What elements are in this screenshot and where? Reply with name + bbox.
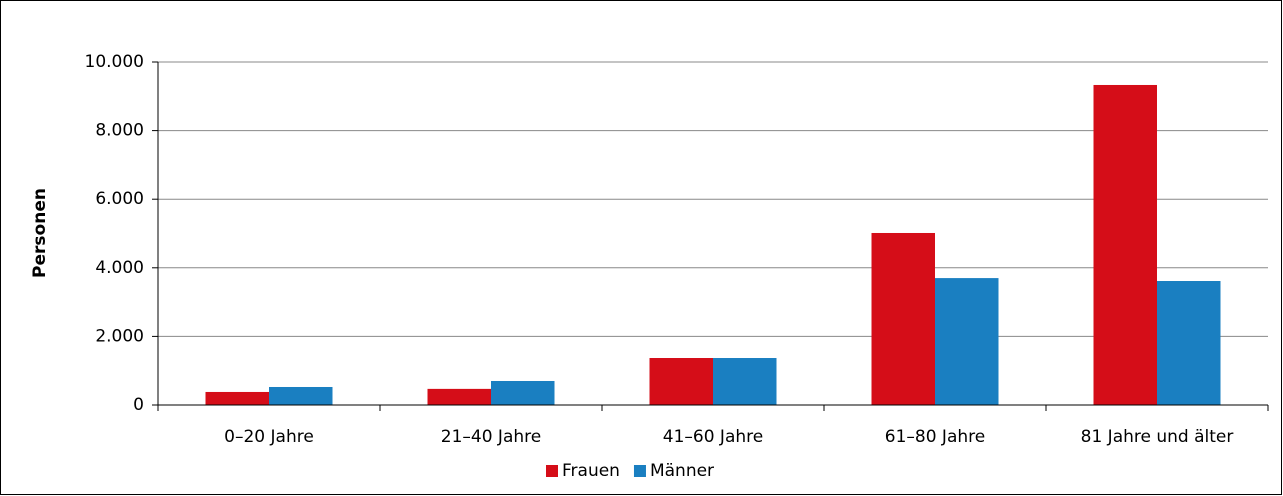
x-tick-label: 0–20 Jahre <box>224 427 314 447</box>
bar <box>713 358 777 405</box>
y-tick-label: 6.000 <box>95 189 144 209</box>
bar <box>269 386 333 405</box>
bar <box>1157 281 1221 405</box>
y-axis-label: Personen <box>30 188 50 278</box>
bar <box>871 232 935 405</box>
legend-swatch <box>633 465 646 477</box>
y-tick-label: 2.000 <box>95 326 144 346</box>
y-tick-label: 4.000 <box>95 258 144 278</box>
bar <box>649 358 713 405</box>
legend-label: Frauen <box>562 461 620 481</box>
y-tick-label: 10.000 <box>85 52 144 72</box>
y-tick-label: 8.000 <box>95 121 144 141</box>
x-tick-label: 81 Jahre und älter <box>1081 427 1234 447</box>
bar <box>427 388 491 405</box>
bar <box>491 380 555 405</box>
bar <box>1093 84 1157 405</box>
y-tick-label: 0 <box>133 395 144 415</box>
legend-swatch <box>546 465 558 477</box>
bar <box>205 391 269 405</box>
legend-label: Männer <box>650 461 714 481</box>
x-tick-label: 61–80 Jahre <box>885 427 985 447</box>
x-tick-label: 21–40 Jahre <box>441 427 541 447</box>
bar <box>935 278 999 405</box>
x-tick-label: 41–60 Jahre <box>663 427 763 447</box>
